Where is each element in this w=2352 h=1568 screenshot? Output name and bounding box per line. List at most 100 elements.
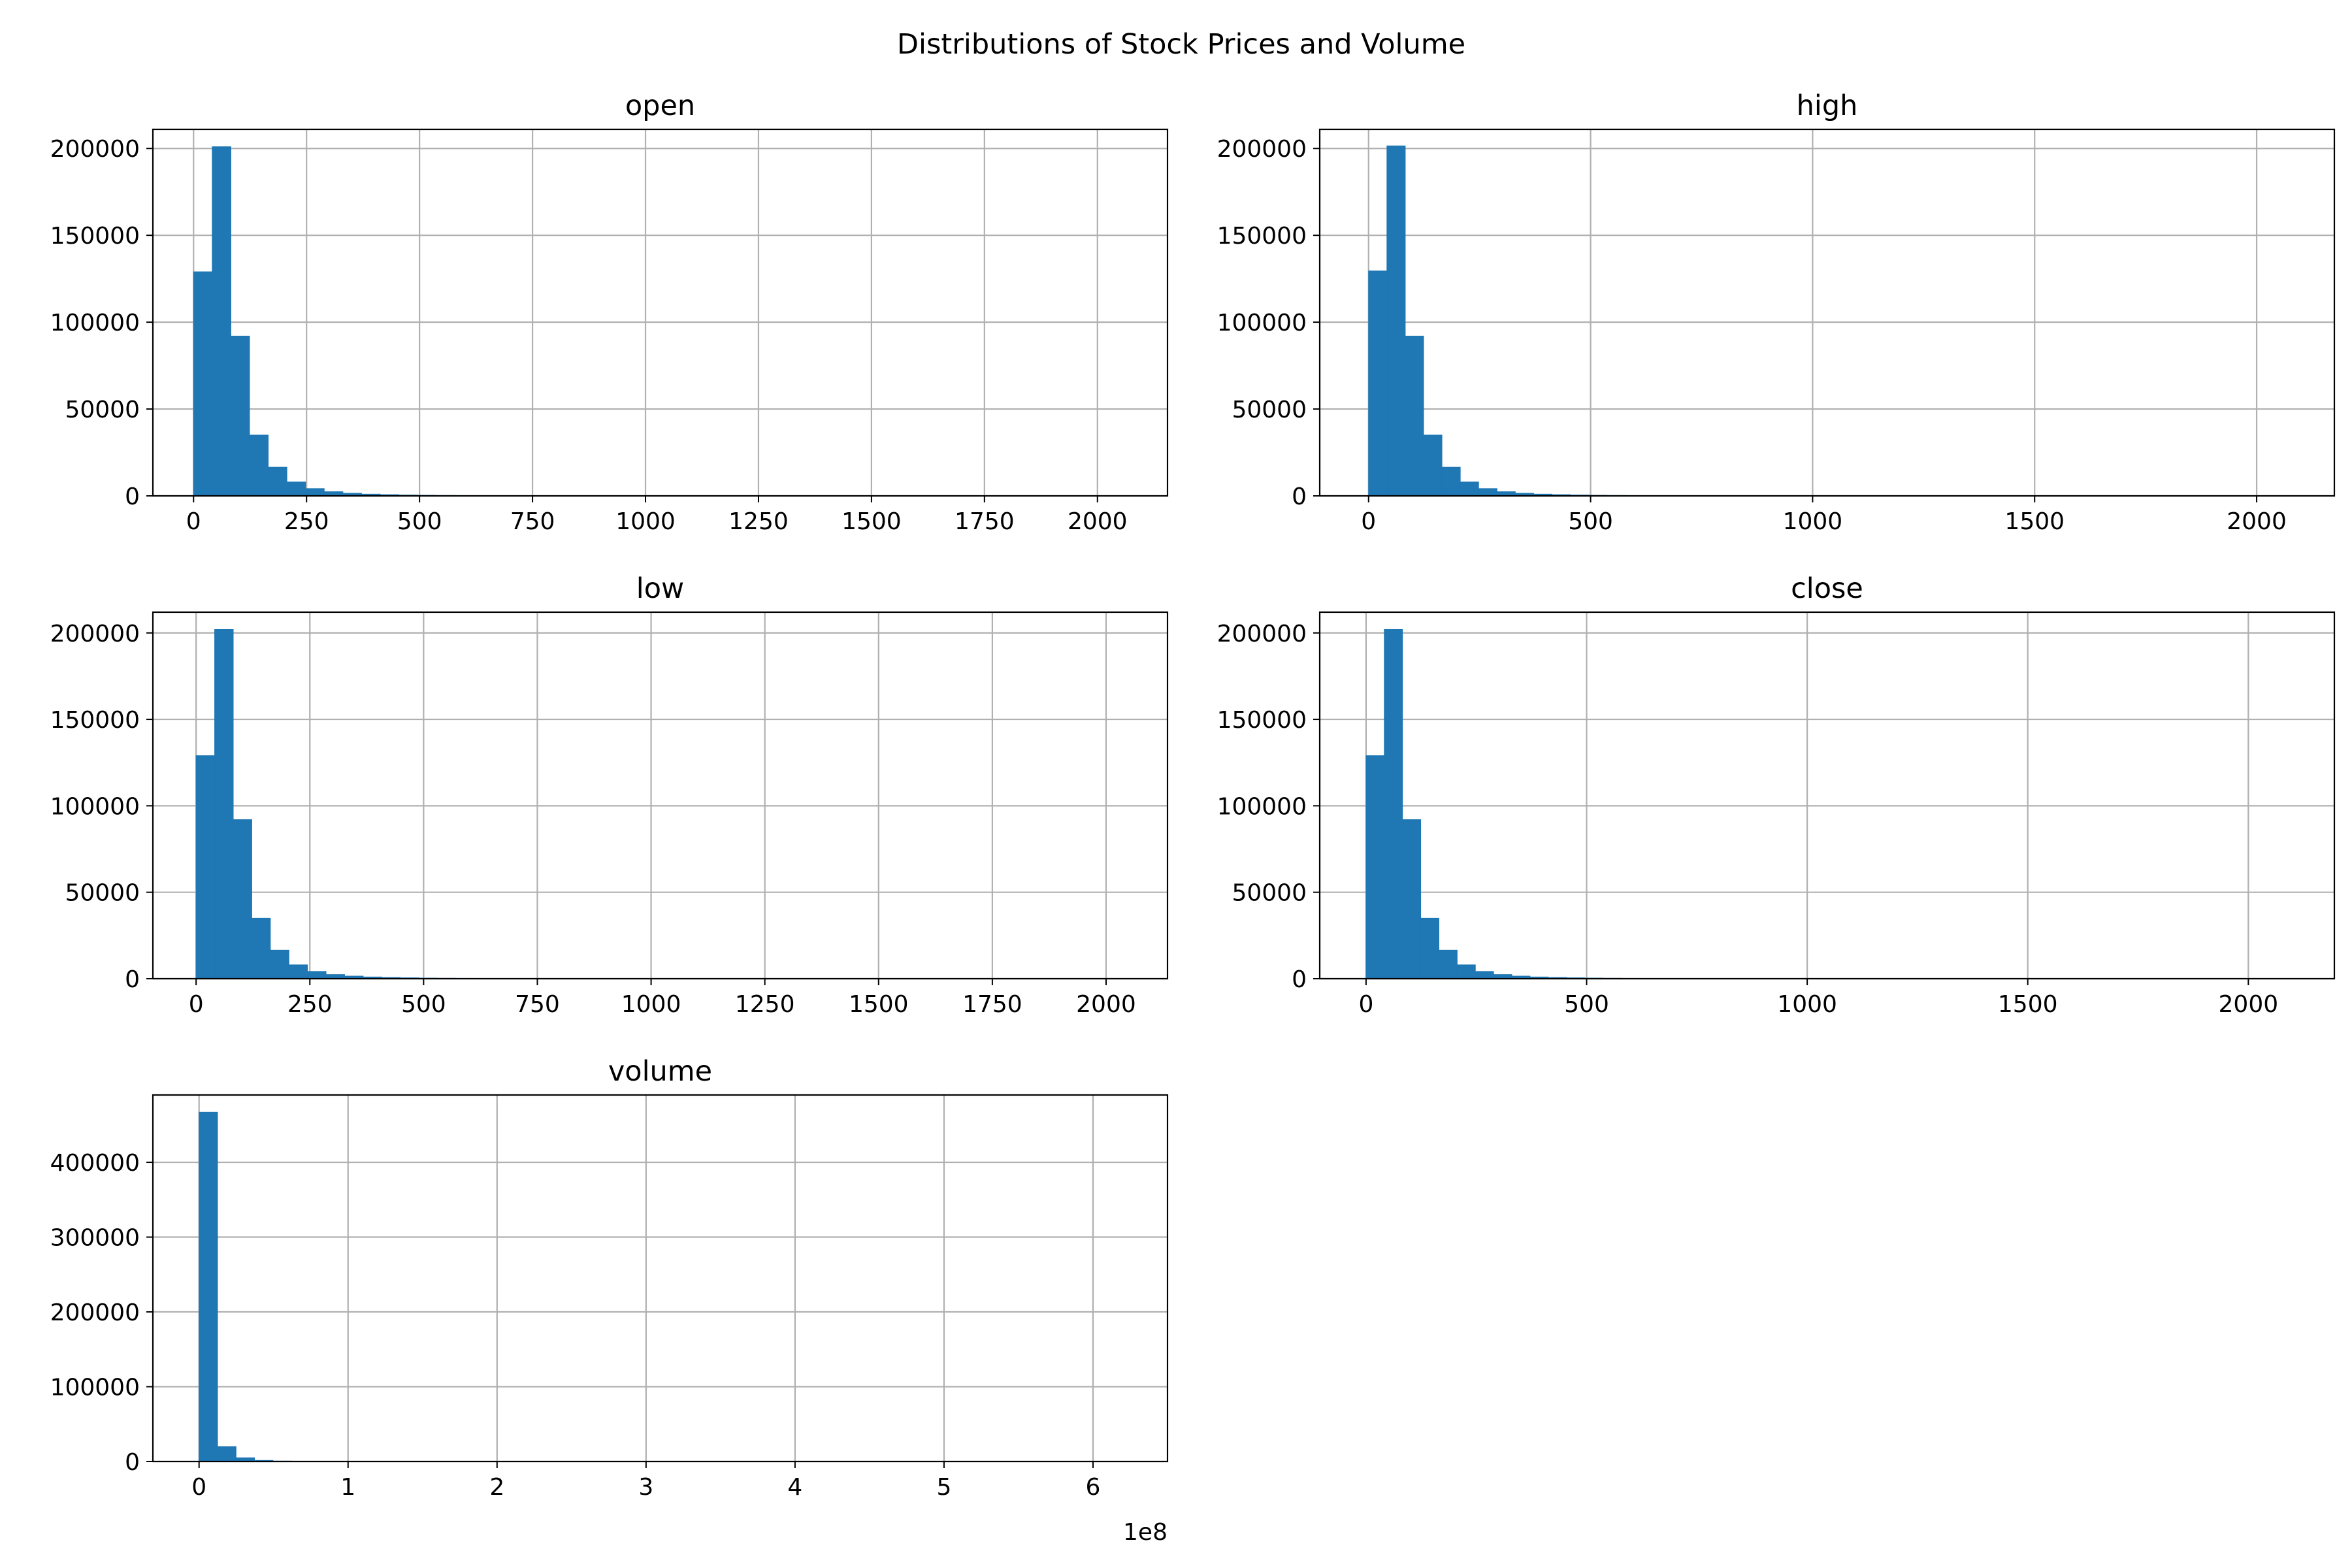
- x-tick-label: 1750: [955, 508, 1015, 535]
- axes-frame: [152, 128, 1169, 497]
- x-tick-label: 0: [1358, 991, 1373, 1018]
- histogram-bar: [195, 755, 216, 979]
- histogram-bar: [270, 949, 289, 979]
- histogram-bar: [193, 271, 213, 497]
- histogram-bar: [305, 488, 325, 497]
- histogram-bar: [286, 482, 306, 497]
- x-tick-label: 500: [397, 508, 442, 535]
- histogram-bar: [1438, 949, 1458, 979]
- histogram-bar: [212, 146, 231, 497]
- panel-high: 0 500 1000 1500 2000 0 50000 100000 150000 200000…: [1217, 90, 2336, 535]
- x-tick-label: 2000: [2227, 508, 2287, 535]
- axes-frame: [1318, 611, 2336, 980]
- histogram-bar: [307, 971, 327, 979]
- x-tick-label: 6: [1086, 1474, 1101, 1501]
- histogram-panels: 0 250 500 750 1000 1250 1500 1750 20000500001000…: [50, 90, 2336, 1546]
- panel-title: open: [625, 90, 695, 122]
- x-tick-label: 2000: [1076, 991, 1136, 1018]
- x-tick-label: 4: [787, 1474, 802, 1501]
- y-tick-label: 150000: [1217, 707, 1307, 734]
- histogram-bar: [1456, 964, 1476, 979]
- histogram-bar: [1405, 335, 1424, 497]
- x-tick-label: 1500: [841, 508, 902, 535]
- histogram-bar: [1423, 434, 1443, 497]
- x-tick-label: 1500: [1998, 991, 2058, 1018]
- y-tick-label: 150000: [1217, 223, 1307, 250]
- y-tick-label: 200000: [50, 136, 140, 163]
- x-tick-label: 500: [1564, 991, 1609, 1018]
- axes-frame: [152, 611, 1169, 980]
- histogram-bar: [288, 964, 308, 979]
- y-tick-label: 50000: [65, 397, 140, 423]
- x-tick-label: 0: [189, 991, 204, 1018]
- x-tick-label: 750: [510, 508, 555, 535]
- panel-title: volume: [608, 1055, 712, 1088]
- y-tick-label: 150000: [50, 223, 140, 250]
- histogram-bar: [233, 819, 252, 979]
- histogram-bar: [230, 335, 250, 497]
- y-tick-label: 50000: [1232, 880, 1307, 907]
- y-tick-label: 200000: [50, 621, 140, 647]
- x-tick-label: 1250: [735, 991, 795, 1018]
- y-tick-label: 0: [125, 1449, 140, 1476]
- x-tick-label: 1000: [621, 991, 681, 1018]
- histogram-bar: [1420, 917, 1439, 979]
- y-tick-label: 100000: [50, 1375, 140, 1401]
- y-tick-label: 50000: [1232, 397, 1307, 423]
- y-tick-label: 400000: [50, 1150, 140, 1177]
- panel-title: high: [1797, 90, 1858, 122]
- x-tick-label: 1000: [615, 508, 676, 535]
- y-tick-label: 0: [1292, 483, 1307, 510]
- x-tick-label: 1000: [1783, 508, 1843, 535]
- histogram-bar: [1402, 819, 1422, 979]
- histogram-bar: [1460, 482, 1479, 497]
- y-tick-label: 100000: [50, 310, 140, 336]
- y-tick-label: 100000: [50, 793, 140, 820]
- x-tick-label: 1: [340, 1474, 355, 1501]
- histogram-bar: [249, 434, 269, 497]
- x-tick-label: 500: [401, 991, 446, 1018]
- y-tick-label: 100000: [1217, 310, 1307, 336]
- histogram-bar: [214, 629, 234, 979]
- x-tick-label: 2: [489, 1474, 504, 1501]
- x-tick-label: 3: [638, 1474, 653, 1501]
- panel-volume: 0 1 2 3 4 5 6 0 100000 200000 300000 400000 volume 1e…: [50, 1055, 1169, 1546]
- histogram-bar: [199, 1111, 218, 1462]
- y-tick-label: 200000: [1217, 136, 1307, 163]
- panel-title: close: [1791, 572, 1863, 605]
- x-tick-label: 2000: [2219, 991, 2279, 1018]
- y-tick-label: 200000: [1217, 621, 1307, 647]
- y-tick-label: 300000: [50, 1225, 140, 1252]
- y-tick-label: 0: [125, 966, 140, 993]
- y-tick-label: 100000: [1217, 793, 1307, 820]
- x-tick-label: 0: [1361, 508, 1376, 535]
- panel-close: 0 500 1000 1500 2000 0 50000 100000 150000 200000…: [1217, 572, 2336, 1018]
- histogram-bar: [268, 466, 287, 497]
- x-tick-label: 1750: [962, 991, 1022, 1018]
- histogram-bar: [1386, 145, 1406, 497]
- histogram-bar: [217, 1446, 237, 1462]
- panel-title: low: [636, 572, 684, 605]
- panel-low: 0 250 500 750 1000 1250 1500 1750 2000 0 50000 1000…: [50, 572, 1169, 1018]
- histogram-bar: [1441, 466, 1461, 497]
- x-tick-label: 1500: [2004, 508, 2065, 535]
- x-tick-label: 5: [936, 1474, 951, 1501]
- histogram-bar: [251, 917, 271, 979]
- axes-frame: [152, 1094, 1169, 1463]
- x-tick-label: 0: [191, 1474, 206, 1501]
- y-tick-label: 0: [1292, 966, 1307, 993]
- axes-frame: [1318, 128, 2336, 497]
- histogram-bar: [1384, 629, 1403, 979]
- figure-title: Distributions of Stock Prices and Volume: [897, 28, 1465, 61]
- histogram-bar: [1365, 755, 1385, 979]
- x-tick-label: 500: [1568, 508, 1613, 535]
- y-tick-label: 200000: [50, 1299, 140, 1326]
- histogram-bar: [1368, 270, 1388, 497]
- panel-open: 0 250 500 750 1000 1250 1500 1750 2000 0 50000 1000…: [50, 90, 1169, 535]
- x-tick-label: 1000: [1777, 991, 1837, 1018]
- x-tick-label: 250: [287, 991, 333, 1018]
- y-tick-label: 50000: [65, 880, 140, 907]
- y-tick-label: 150000: [50, 707, 140, 734]
